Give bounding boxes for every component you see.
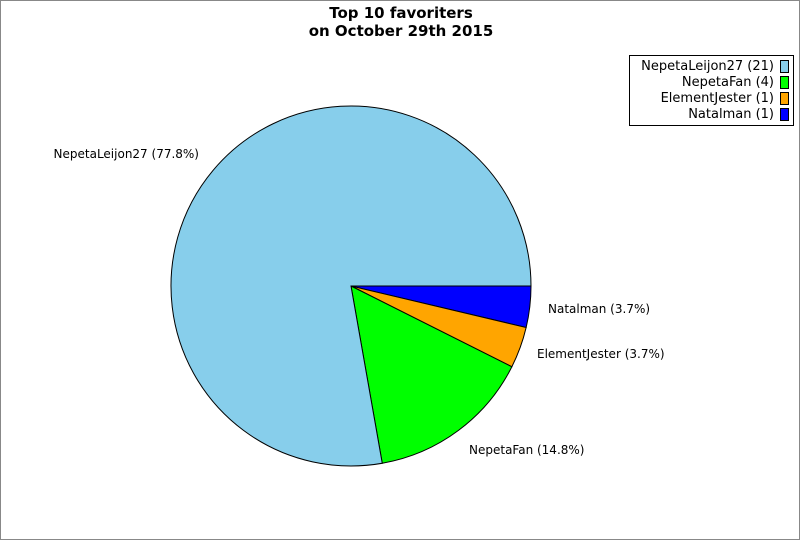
pie-slice-nepetaleijon27: [170, 105, 532, 467]
pie-slice-nepetafan: [350, 285, 513, 464]
slice-label-natalman: Natalman (3.7%): [548, 302, 650, 316]
legend-swatch: [780, 60, 789, 73]
legend: NepetaLeijon27 (21) NepetaFan (4) ElementJ…: [629, 55, 794, 126]
slice-label-elementjester: ElementJester (3.7%): [537, 347, 665, 361]
legend-swatch: [780, 92, 789, 105]
legend-label: Natalman (1): [688, 107, 774, 122]
legend-swatch: [780, 76, 789, 89]
slice-label-nepetaleijon27: NepetaLeijon27 (77.8%): [54, 147, 199, 161]
legend-swatch: [780, 108, 789, 121]
legend-item: NepetaFan (4): [682, 74, 789, 91]
legend-item: ElementJester (1): [661, 90, 789, 107]
legend-label: ElementJester (1): [660, 91, 774, 106]
legend-item: NepetaLeijon27 (21): [641, 58, 789, 75]
chart-title-line2: on October 29th 2015: [308, 22, 494, 40]
legend-label: NepetaFan (4): [681, 75, 774, 90]
legend-item: Natalman (1): [688, 106, 789, 123]
legend-label: NepetaLeijon27 (21): [641, 59, 774, 74]
chart-title-line1: Top 10 favoriters: [329, 4, 473, 22]
slice-label-nepetafan: NepetaFan (14.8%): [469, 443, 584, 457]
